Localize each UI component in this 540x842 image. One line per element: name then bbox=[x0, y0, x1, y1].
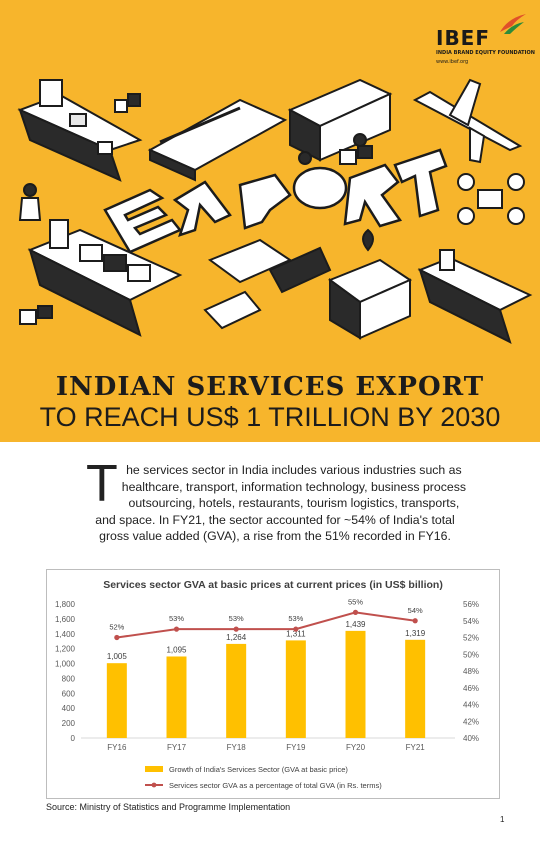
y-right-tick-label: 54% bbox=[463, 617, 479, 626]
line-data-label: 53% bbox=[229, 614, 244, 623]
line-point bbox=[233, 626, 239, 632]
line-series-path bbox=[116, 611, 416, 639]
y-left-tick-label: 0 bbox=[71, 734, 76, 743]
line-data-label: 54% bbox=[408, 606, 423, 615]
bar bbox=[345, 630, 366, 738]
y-left-tick-label: 400 bbox=[62, 704, 76, 713]
container-ship-icon bbox=[27, 219, 183, 337]
y-left-tick-label: 800 bbox=[62, 674, 76, 683]
y-left-tick-label: 600 bbox=[62, 689, 76, 698]
bar-data-label: 1,319 bbox=[405, 629, 426, 638]
line-data-label: 52% bbox=[109, 623, 124, 632]
airplane-icon bbox=[412, 78, 523, 164]
intro-text: he services sector in India includes var… bbox=[95, 463, 467, 544]
bar-data-label: 1,439 bbox=[345, 620, 366, 629]
hero-subtitle: TO REACH US$ 1 TRILLION BY 2030 bbox=[39, 402, 501, 432]
y-right-tick-label: 52% bbox=[463, 634, 479, 643]
x-tick-label: FY16 bbox=[107, 743, 127, 752]
x-tick-label: FY21 bbox=[406, 743, 426, 752]
page-number: 1 bbox=[500, 815, 505, 824]
hero-banner: IBEF INDIA BRAND EQUITY FOUNDATION www.i… bbox=[0, 0, 540, 442]
hero-title: INDIAN SERVICES EXPORT bbox=[55, 372, 485, 402]
y-left-tick-label: 1,800 bbox=[55, 600, 76, 609]
x-tick-label: FY19 bbox=[286, 743, 306, 752]
y-right-tick-label: 40% bbox=[463, 734, 479, 743]
bar bbox=[106, 663, 127, 738]
legend-line-label: Services sector GVA as a percentage of t… bbox=[169, 781, 382, 790]
legend-line-marker bbox=[151, 782, 157, 788]
line-point bbox=[352, 609, 359, 615]
brand-name: IBEF bbox=[436, 26, 491, 50]
y-right-tick-label: 46% bbox=[463, 684, 479, 693]
drone-icon bbox=[457, 173, 525, 225]
line-data-label: 55% bbox=[348, 597, 363, 606]
location-pin-icon bbox=[362, 228, 374, 252]
y-left-tick-label: 1,200 bbox=[55, 645, 76, 654]
bar bbox=[226, 643, 247, 738]
y-right-tick-label: 48% bbox=[463, 667, 479, 676]
x-tick-label: FY20 bbox=[346, 743, 366, 752]
y-left-tick-label: 1,400 bbox=[55, 630, 76, 639]
worker-icon bbox=[18, 183, 42, 221]
line-point bbox=[293, 626, 299, 632]
x-tick-label: FY17 bbox=[167, 743, 187, 752]
bar bbox=[166, 656, 187, 738]
freight-train-icon bbox=[203, 238, 332, 330]
chart-container: Services sector GVA at basic prices at c… bbox=[46, 569, 500, 799]
bar bbox=[285, 640, 306, 738]
export-illustration bbox=[17, 78, 533, 344]
delivery-truck-icon bbox=[327, 258, 413, 340]
tanker-ship-icon bbox=[417, 249, 533, 344]
line-point bbox=[114, 634, 120, 641]
source-note: Source: Ministry of Statistics and Progr… bbox=[46, 802, 291, 812]
legend-bar-label: Growth of India's Services Sector (GVA a… bbox=[169, 765, 348, 774]
bar-data-label: 1,264 bbox=[226, 633, 247, 642]
line-data-label: 53% bbox=[169, 614, 184, 623]
brand-url[interactable]: www.ibef.org bbox=[436, 59, 469, 65]
export-letters bbox=[103, 148, 448, 254]
y-left-tick-label: 1,600 bbox=[55, 615, 76, 624]
y-right-tick-label: 50% bbox=[463, 650, 479, 659]
bird-logo-icon bbox=[500, 14, 526, 34]
y-right-tick-label: 56% bbox=[463, 600, 479, 609]
ibef-logo[interactable]: IBEF INDIA BRAND EQUITY FOUNDATION www.i… bbox=[436, 12, 535, 68]
brand-subtitle: INDIA BRAND EQUITY FOUNDATION bbox=[436, 50, 535, 56]
line-point bbox=[173, 626, 180, 632]
x-tick-label: FY18 bbox=[227, 743, 247, 752]
bar-data-label: 1,311 bbox=[286, 629, 306, 638]
y-left-tick-label: 1,000 bbox=[55, 660, 76, 669]
line-point bbox=[412, 618, 418, 624]
train-icon bbox=[147, 98, 288, 182]
bar bbox=[405, 639, 426, 738]
bar-data-label: 1,095 bbox=[166, 645, 187, 654]
chart-title: Services sector GVA at basic prices at c… bbox=[103, 579, 443, 591]
legend-bar-swatch bbox=[145, 766, 163, 772]
line-data-label: 53% bbox=[288, 614, 303, 623]
y-right-tick-label: 42% bbox=[463, 717, 479, 726]
dropcap-letter: T bbox=[86, 455, 118, 513]
y-right-tick-label: 44% bbox=[463, 701, 479, 710]
bar-data-label: 1,005 bbox=[107, 652, 128, 661]
services-gva-chart: Services sector GVA at basic prices at c… bbox=[55, 579, 479, 790]
cargo-ship-icon bbox=[17, 79, 143, 182]
y-left-tick-label: 200 bbox=[62, 719, 76, 728]
